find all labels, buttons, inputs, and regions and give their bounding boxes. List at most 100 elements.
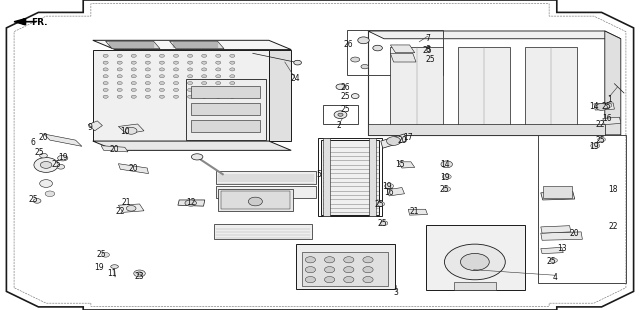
Polygon shape [390,45,415,53]
Polygon shape [398,162,415,168]
Ellipse shape [324,267,335,273]
Text: 25: 25 [425,55,435,64]
Polygon shape [594,103,614,110]
Ellipse shape [134,270,145,277]
Ellipse shape [159,88,164,91]
Bar [216,186,316,198]
Ellipse shape [159,75,164,78]
Text: 25: 25 [340,92,351,101]
Ellipse shape [159,61,164,64]
Bar [538,135,626,283]
Ellipse shape [230,88,235,91]
Text: 19: 19 [58,153,68,162]
Ellipse shape [131,54,136,57]
Ellipse shape [351,94,359,99]
Bar [543,186,572,198]
Polygon shape [93,141,291,150]
Ellipse shape [188,68,193,71]
Ellipse shape [188,88,193,91]
Ellipse shape [117,61,122,64]
Ellipse shape [40,162,52,168]
Ellipse shape [324,277,335,283]
Text: 16: 16 [602,114,612,123]
Ellipse shape [103,54,108,57]
Ellipse shape [338,113,343,116]
Text: 11: 11 [108,269,116,278]
Ellipse shape [40,179,52,187]
Bar [390,47,443,125]
Text: 2: 2 [337,121,342,130]
Text: 25: 25 [51,160,61,169]
Text: 10: 10 [120,127,130,136]
Text: 18: 18 [609,185,618,194]
Ellipse shape [131,68,136,71]
Bar [191,86,260,98]
Text: 25: 25 [374,200,384,209]
Ellipse shape [145,95,150,98]
Text: 25: 25 [602,101,612,111]
Polygon shape [118,204,144,212]
Text: 25: 25 [547,256,557,266]
Ellipse shape [442,174,451,179]
Text: 16: 16 [384,188,394,197]
Ellipse shape [117,54,122,57]
Ellipse shape [188,75,193,78]
Bar [369,138,376,216]
Polygon shape [541,192,575,200]
Ellipse shape [173,68,179,71]
Text: 19: 19 [94,263,104,272]
Ellipse shape [380,221,388,226]
Ellipse shape [159,82,164,85]
Text: 22: 22 [596,120,605,129]
Ellipse shape [230,95,235,98]
Text: 25: 25 [378,219,388,228]
Ellipse shape [604,103,612,108]
Ellipse shape [441,161,452,168]
Ellipse shape [103,68,108,71]
Ellipse shape [230,82,235,85]
Ellipse shape [117,88,122,91]
Ellipse shape [159,95,164,98]
Ellipse shape [202,88,207,91]
Ellipse shape [173,95,179,98]
Polygon shape [605,31,621,135]
Text: 13: 13 [557,244,567,253]
Bar [454,282,496,290]
Ellipse shape [305,277,316,283]
Ellipse shape [188,95,193,98]
Ellipse shape [387,137,401,145]
Ellipse shape [344,267,354,273]
Bar [321,140,379,215]
Ellipse shape [445,244,506,280]
Text: 20: 20 [109,145,119,154]
Bar [186,79,266,140]
Polygon shape [603,117,621,125]
Text: 8: 8 [425,45,430,54]
Polygon shape [14,19,26,25]
Bar [221,191,290,209]
Ellipse shape [336,84,345,90]
Ellipse shape [230,75,235,78]
Ellipse shape [294,60,301,65]
Ellipse shape [131,82,136,85]
Text: 19: 19 [589,142,599,151]
Ellipse shape [202,82,207,85]
Ellipse shape [103,95,108,98]
Polygon shape [118,164,148,174]
Text: 17: 17 [403,132,413,142]
Bar [458,47,510,125]
Ellipse shape [111,265,118,268]
Ellipse shape [145,75,150,78]
Polygon shape [368,31,621,39]
Ellipse shape [344,277,354,283]
Bar [323,138,330,216]
Bar [323,105,358,124]
Ellipse shape [159,68,164,71]
Ellipse shape [550,258,557,263]
Ellipse shape [191,154,203,160]
Bar [218,189,293,211]
Ellipse shape [385,184,394,188]
Text: 25: 25 [595,135,605,145]
Ellipse shape [40,153,47,158]
Ellipse shape [230,68,235,71]
